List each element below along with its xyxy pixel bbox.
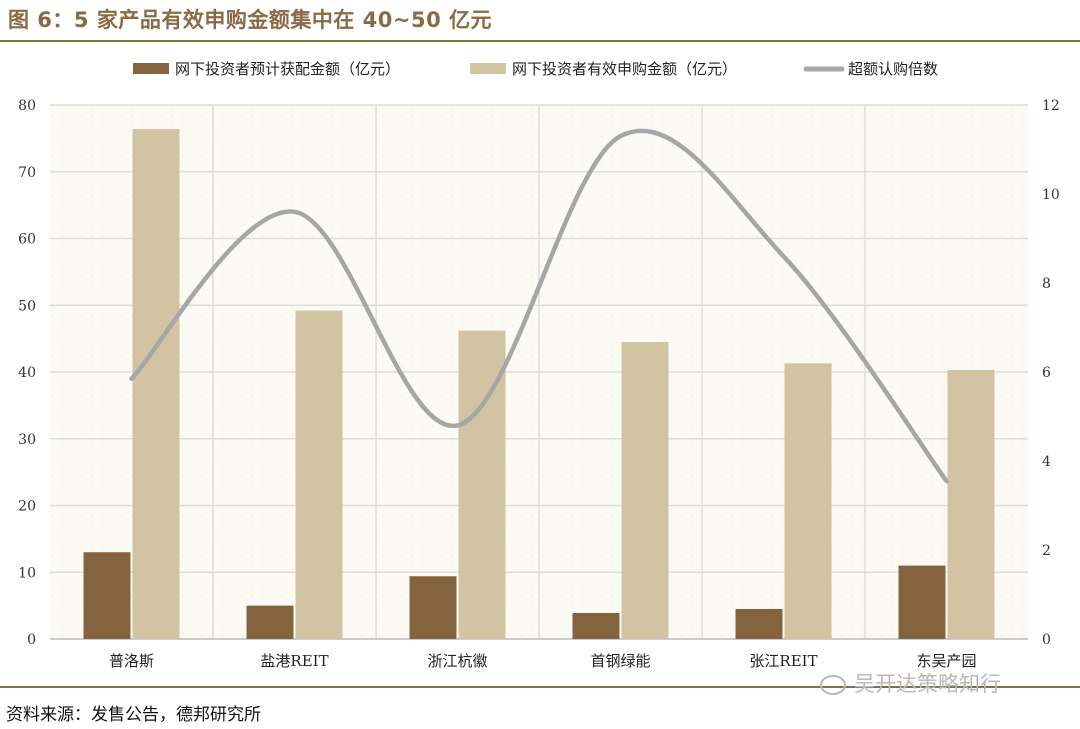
bar-effective-subscription [132, 129, 180, 639]
y2-tick-label: 4 [1042, 454, 1051, 470]
y2-tick-label: 10 [1042, 187, 1060, 203]
legend-label: 网下投资者有效申购金额（亿元） [512, 60, 737, 78]
y2-tick-label: 2 [1042, 543, 1051, 559]
source-note: 资料来源：发售公告，德邦研究所 [6, 705, 261, 725]
bar-offline-allocation [898, 565, 946, 639]
y2-tick-label: 8 [1042, 276, 1051, 292]
watermark-text: 吴开达策略知行 [854, 672, 1001, 696]
legend-item-effective-subscription: 网下投资者有效申购金额（亿元） [470, 60, 737, 78]
chart-title: 图 6：5 家产品有效申购金额集中在 40~50 亿元 [8, 8, 493, 32]
bar-offline-allocation [572, 612, 620, 639]
x-category-label: 盐港REIT [260, 652, 328, 670]
bar-effective-subscription [784, 363, 832, 639]
y2-tick-label: 0 [1042, 632, 1051, 648]
wechat-icon [820, 675, 846, 695]
bar-offline-allocation [735, 608, 783, 639]
bar-effective-subscription [947, 369, 995, 639]
y-tick-label: 60 [18, 232, 36, 248]
legend-swatch [133, 63, 169, 74]
footer-rule [0, 686, 1080, 688]
y-tick-label: 40 [18, 365, 36, 381]
y2-tick-label: 6 [1042, 365, 1051, 381]
y-tick-label: 70 [18, 165, 36, 181]
chart: 网下投资者预计获配金额（亿元） 网下投资者有效申购金额（亿元） 超额认购倍数 0 10… [18, 60, 1060, 670]
bar-offline-allocation [409, 576, 457, 639]
y-tick-label: 50 [18, 298, 36, 314]
y2-tick-label: 12 [1042, 98, 1060, 114]
watermark: 吴开达策略知行 [820, 668, 1001, 698]
header-rule [0, 40, 1080, 42]
bar-offline-allocation [246, 605, 294, 639]
legend: 网下投资者预计获配金额（亿元） 网下投资者有效申购金额（亿元） 超额认购倍数 [133, 60, 938, 78]
x-category-label: 普洛斯 [109, 652, 154, 670]
x-category-label: 浙江杭徽 [427, 652, 487, 670]
plot-area: 0 10 20 30 40 50 60 70 80 0 2 4 6 8 10 12 普洛斯 盐港REIT 浙江杭徽 首… [18, 98, 1060, 670]
bar-offline-allocation [83, 552, 131, 639]
x-category-label: 张江REIT [749, 652, 817, 670]
x-category-label: 东吴产园 [916, 652, 976, 670]
bar-effective-subscription [621, 341, 669, 639]
legend-item-oversubscription-multiple: 超额认购倍数 [803, 60, 938, 78]
y-tick-label: 0 [27, 632, 36, 648]
legend-label: 网下投资者预计获配金额（亿元） [175, 60, 400, 78]
legend-label: 超额认购倍数 [848, 60, 938, 78]
y-tick-label: 10 [18, 565, 36, 581]
legend-swatch [470, 63, 506, 74]
y-tick-label: 30 [18, 432, 36, 448]
legend-item-offline-allocation: 网下投资者预计获配金额（亿元） [133, 60, 400, 78]
line-oversubscription-multiple [129, 128, 949, 484]
y-tick-label: 80 [18, 98, 36, 114]
x-category-label: 首钢绿能 [590, 652, 650, 670]
y-tick-label: 20 [18, 499, 36, 515]
bar-effective-subscription [295, 310, 343, 639]
